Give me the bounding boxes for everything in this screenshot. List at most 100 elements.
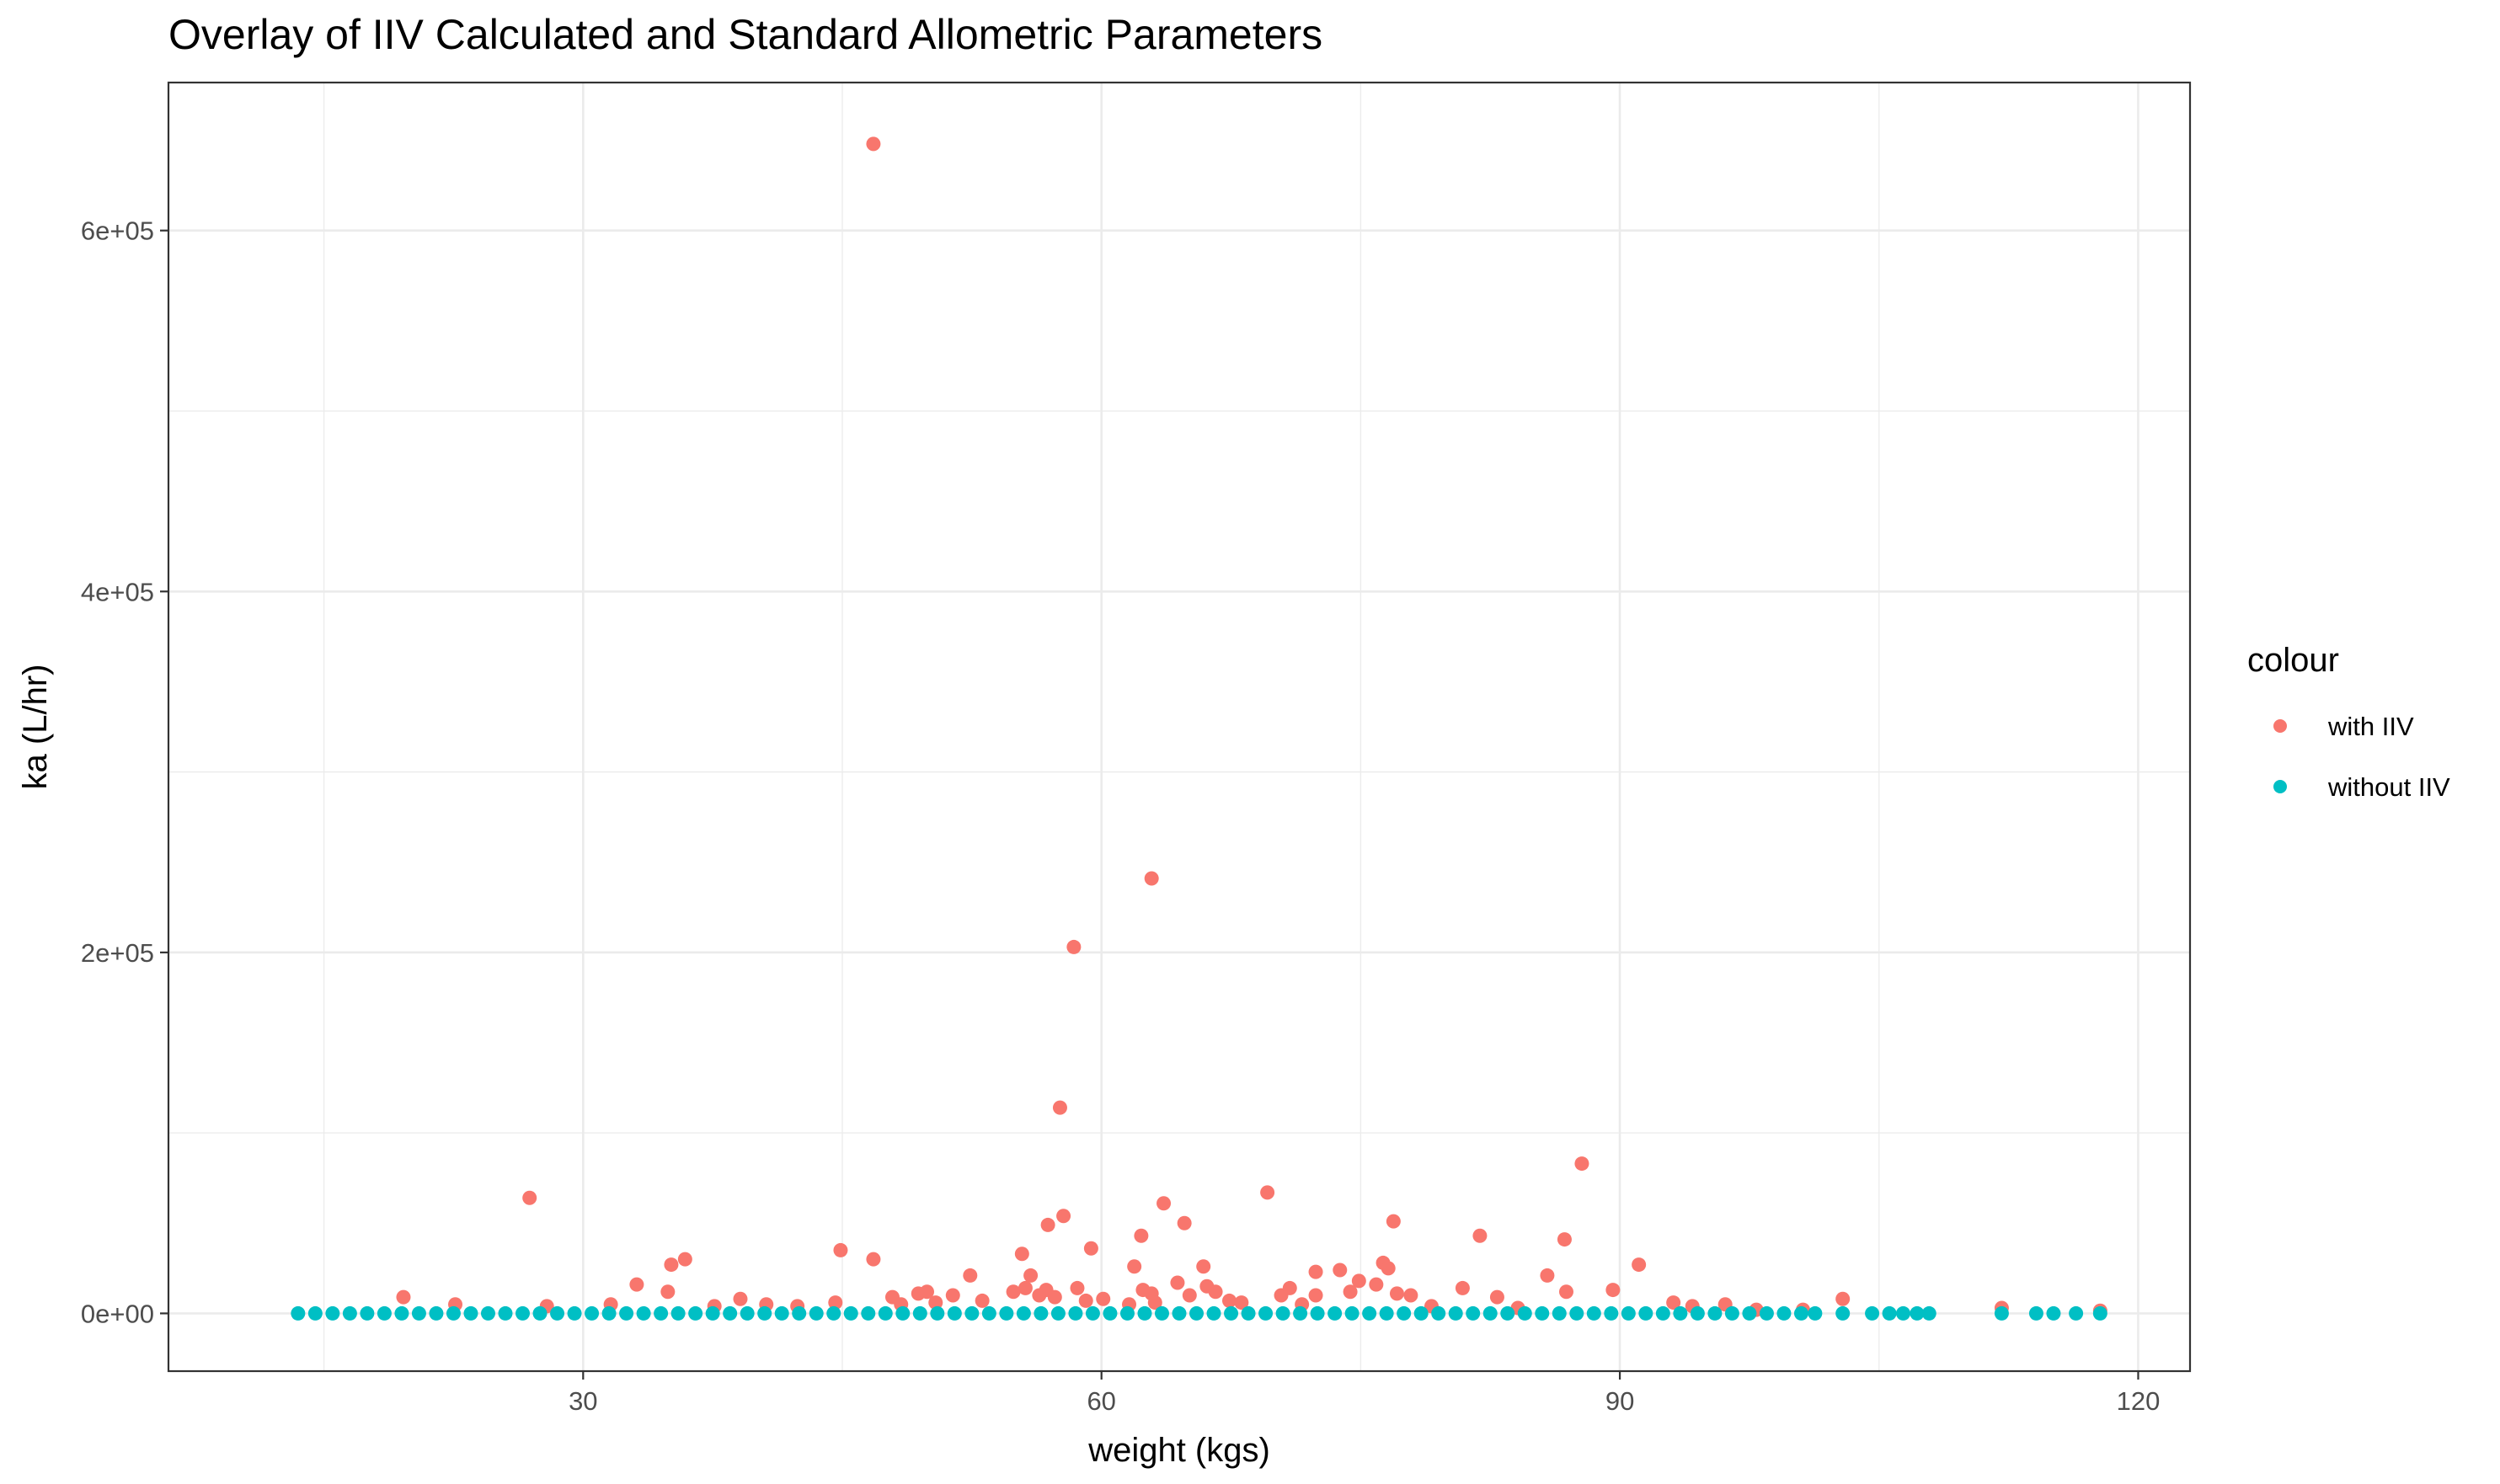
point-without-iiv-39 xyxy=(964,1305,980,1321)
y-tick-label-1: 2e+05 xyxy=(81,938,154,968)
point-without-iiv-68 xyxy=(1466,1305,1481,1321)
point-without-iiv-46 xyxy=(1085,1305,1100,1321)
point-without-iiv-26 xyxy=(740,1305,755,1321)
point-without-iiv-19 xyxy=(619,1305,634,1321)
point-without-iiv-71 xyxy=(1517,1305,1532,1321)
point-without-iiv-86 xyxy=(1776,1305,1792,1321)
point-with-iiv-6 xyxy=(522,1190,537,1205)
series-without-iiv xyxy=(291,1305,2107,1321)
point-with-iiv-18 xyxy=(866,1252,881,1267)
point-with-iiv-52 xyxy=(1221,1293,1237,1308)
point-without-iiv-96 xyxy=(2028,1305,2043,1321)
point-with-iiv-49 xyxy=(1182,1288,1197,1303)
point-with-iiv-83 xyxy=(1147,1295,1162,1311)
point-with-iiv-19 xyxy=(677,1252,692,1267)
point-with-iiv-44 xyxy=(1070,1280,1085,1295)
point-without-iiv-44 xyxy=(1050,1305,1066,1321)
point-without-iiv-67 xyxy=(1448,1305,1463,1321)
point-with-iiv-58 xyxy=(1403,1288,1418,1303)
point-with-iiv-8 xyxy=(1056,1209,1071,1224)
point-with-iiv-15 xyxy=(1083,1241,1098,1256)
point-without-iiv-52 xyxy=(1189,1305,1205,1321)
legend-label-without-iiv: without IIV xyxy=(2327,772,2450,802)
point-with-iiv-29 xyxy=(1381,1261,1396,1276)
point-with-iiv-75 xyxy=(733,1291,748,1306)
point-without-iiv-41 xyxy=(999,1305,1014,1321)
point-with-iiv-80 xyxy=(928,1295,943,1311)
point-without-iiv-83 xyxy=(1724,1305,1739,1321)
point-without-iiv-85 xyxy=(1759,1305,1774,1321)
point-without-iiv-5 xyxy=(377,1305,392,1321)
point-without-iiv-15 xyxy=(550,1305,565,1321)
x-tick-label-3: 120 xyxy=(2117,1386,2161,1416)
point-with-iiv-4 xyxy=(1574,1156,1589,1172)
point-without-iiv-60 xyxy=(1327,1305,1343,1321)
point-without-iiv-7 xyxy=(411,1305,426,1321)
point-without-iiv-90 xyxy=(1865,1305,1880,1321)
point-without-iiv-31 xyxy=(826,1305,841,1321)
point-with-iiv-13 xyxy=(1472,1228,1488,1243)
point-without-iiv-92 xyxy=(1895,1305,1910,1321)
point-with-iiv-31 xyxy=(1023,1268,1039,1283)
point-with-iiv-62 xyxy=(1558,1284,1573,1300)
point-with-iiv-3 xyxy=(1052,1100,1067,1115)
legend-label-with-iiv: with IIV xyxy=(2327,712,2414,741)
point-with-iiv-81 xyxy=(1078,1293,1093,1308)
point-with-iiv-14 xyxy=(1557,1232,1572,1247)
point-with-iiv-7 xyxy=(1157,1196,1172,1211)
point-without-iiv-53 xyxy=(1206,1305,1221,1321)
point-without-iiv-94 xyxy=(1921,1305,1936,1321)
point-with-iiv-55 xyxy=(1308,1288,1323,1303)
point-without-iiv-23 xyxy=(688,1305,703,1321)
point-without-iiv-21 xyxy=(654,1305,669,1321)
point-without-iiv-40 xyxy=(981,1305,996,1321)
point-without-iiv-42 xyxy=(1016,1305,1031,1321)
point-with-iiv-1 xyxy=(1144,871,1159,886)
point-without-iiv-43 xyxy=(1034,1305,1049,1321)
point-without-iiv-48 xyxy=(1119,1305,1135,1321)
point-without-iiv-74 xyxy=(1569,1305,1584,1321)
point-without-iiv-9 xyxy=(446,1305,461,1321)
point-without-iiv-2 xyxy=(325,1305,340,1321)
point-without-iiv-66 xyxy=(1431,1305,1446,1321)
point-with-iiv-54 xyxy=(1282,1280,1297,1295)
point-without-iiv-12 xyxy=(498,1305,513,1321)
point-without-iiv-47 xyxy=(1103,1305,1118,1321)
point-without-iiv-37 xyxy=(930,1305,945,1321)
point-with-iiv-0 xyxy=(866,136,881,152)
legend-key-with-iiv xyxy=(2273,719,2287,733)
point-without-iiv-65 xyxy=(1413,1305,1429,1321)
point-with-iiv-21 xyxy=(1632,1257,1647,1273)
point-without-iiv-70 xyxy=(1500,1305,1515,1321)
point-with-iiv-22 xyxy=(1127,1259,1142,1274)
point-without-iiv-25 xyxy=(723,1305,738,1321)
point-with-iiv-30 xyxy=(963,1268,978,1283)
point-with-iiv-17 xyxy=(833,1242,848,1257)
point-without-iiv-69 xyxy=(1482,1305,1498,1321)
point-with-iiv-51 xyxy=(1208,1284,1223,1300)
y-tick-label-0: 0e+00 xyxy=(81,1299,154,1328)
point-with-iiv-36 xyxy=(920,1284,935,1300)
point-with-iiv-24 xyxy=(1333,1262,1348,1278)
point-without-iiv-14 xyxy=(532,1305,548,1321)
point-without-iiv-64 xyxy=(1397,1305,1412,1321)
point-without-iiv-11 xyxy=(480,1305,495,1321)
point-with-iiv-63 xyxy=(1605,1283,1621,1298)
point-without-iiv-75 xyxy=(1586,1305,1601,1321)
point-with-iiv-20 xyxy=(664,1257,679,1273)
legend-title: colour xyxy=(2247,642,2339,679)
point-without-iiv-24 xyxy=(705,1305,720,1321)
point-without-iiv-51 xyxy=(1172,1305,1187,1321)
legend: colour with IIV without IIV xyxy=(2247,642,2450,802)
point-with-iiv-48 xyxy=(1170,1275,1185,1290)
point-without-iiv-87 xyxy=(1793,1305,1808,1321)
point-with-iiv-40 xyxy=(1018,1280,1033,1295)
point-without-iiv-80 xyxy=(1673,1305,1688,1321)
point-with-iiv-60 xyxy=(1489,1289,1504,1305)
point-with-iiv-57 xyxy=(1389,1286,1404,1301)
x-tick-label-2: 90 xyxy=(1605,1386,1634,1416)
point-without-iiv-20 xyxy=(636,1305,651,1321)
point-with-iiv-64 xyxy=(1666,1295,1681,1311)
point-with-iiv-38 xyxy=(975,1293,990,1308)
